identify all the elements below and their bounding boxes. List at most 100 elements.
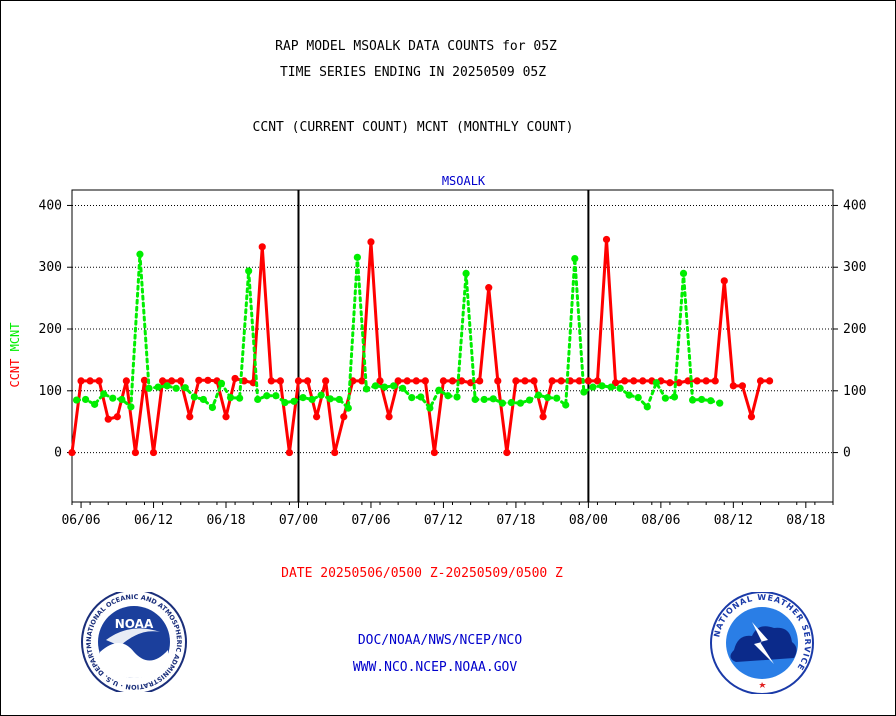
mcnt-point <box>335 395 343 404</box>
mcnt-point <box>417 393 425 401</box>
ccnt-point <box>104 415 112 423</box>
mcnt-point <box>199 395 207 404</box>
mcnt-point <box>245 267 253 275</box>
ccnt-point <box>494 377 502 385</box>
ccnt-point <box>249 379 257 387</box>
ccnt-point <box>521 377 529 385</box>
mcnt-point <box>344 404 352 412</box>
mcnt-point <box>290 397 298 405</box>
ccnt-point <box>68 448 76 457</box>
mcnt-point <box>534 391 543 399</box>
mcnt-point <box>525 396 534 404</box>
mcnt-point <box>190 393 198 401</box>
mcnt-point <box>607 383 615 391</box>
mcnt-point <box>371 382 380 390</box>
noaa-wordmark: NOAA <box>115 617 154 631</box>
mcnt-point <box>181 384 189 392</box>
ccnt-point <box>385 413 393 421</box>
x-tick-label: 08/00 <box>569 513 608 528</box>
mcnt-point <box>91 400 99 408</box>
ccnt-point <box>267 377 275 385</box>
ccnt-point <box>231 374 239 383</box>
ccnt-point <box>149 448 158 457</box>
mcnt-point <box>426 404 434 412</box>
ccnt-point <box>611 379 620 387</box>
mcnt-point <box>652 379 660 387</box>
mcnt-point <box>688 396 697 404</box>
mcnt-point <box>217 379 226 387</box>
title-line-1: RAP MODEL MSOALK DATA COUNTS for 05Z <box>275 39 557 54</box>
mcnt-point <box>444 392 452 400</box>
ccnt-point <box>158 377 167 385</box>
x-tick-label: 06/18 <box>206 513 245 528</box>
ccnt-point <box>720 277 728 285</box>
mcnt-point <box>707 397 715 405</box>
mcnt-point <box>118 395 126 404</box>
mcnt-point <box>634 393 642 402</box>
ccnt-point <box>584 377 592 385</box>
mcnt-point <box>489 395 497 403</box>
mcnt-point <box>571 254 579 263</box>
nws-logo: NATIONAL WEATHER SERVICE <box>710 592 814 694</box>
ccnt-point <box>131 448 140 457</box>
mcnt-point <box>362 385 371 393</box>
mcnt-point <box>462 269 470 278</box>
mcnt-point <box>598 382 606 390</box>
ccnt-point <box>439 377 448 385</box>
title-line-2: TIME SERIES ENDING IN 20250509 05Z <box>279 65 547 80</box>
y-tick-label-left: 200 <box>39 322 62 337</box>
mcnt-point <box>562 401 570 409</box>
ccnt-point <box>738 382 747 390</box>
y-tick-label-right: 200 <box>843 322 866 337</box>
ccnt-point <box>557 377 565 385</box>
mcnt-point <box>380 383 389 391</box>
ccnt-point <box>313 413 321 421</box>
ccnt-point <box>122 377 130 385</box>
mcnt-point <box>81 395 90 404</box>
mcnt-point <box>453 393 461 401</box>
x-tick-label: 07/12 <box>424 513 463 528</box>
mcnt-point <box>471 395 479 404</box>
x-tick-label: 08/12 <box>714 513 753 528</box>
mcnt-point <box>698 395 706 404</box>
mcnt-point <box>498 399 506 407</box>
noaa-logo: NATIONAL OCEANIC AND ATMOSPHERIC ADMINIS… <box>80 592 187 692</box>
ccnt-point <box>276 377 284 385</box>
mcnt-point <box>390 382 398 390</box>
ccnt-point <box>77 377 85 385</box>
ccnt-point <box>258 243 266 251</box>
mcnt-point <box>589 383 597 391</box>
y-tick-label-right: 300 <box>843 260 866 275</box>
ccnt-point <box>113 413 121 421</box>
ccnt-point <box>485 284 493 292</box>
mcnt-point <box>127 403 135 411</box>
ccnt-point <box>539 413 547 421</box>
mcnt-point <box>254 395 262 404</box>
ccnt-point <box>86 377 94 385</box>
ccnt-point <box>630 377 638 385</box>
ccnt-point <box>340 413 348 421</box>
mcnt-point <box>154 383 162 391</box>
plot-area <box>71 189 834 503</box>
ccnt-point <box>675 379 683 387</box>
x-tick-label: 06/12 <box>134 513 173 528</box>
ccnt-point <box>476 377 484 385</box>
y-axis-label: CCNT MCNT <box>8 322 22 387</box>
ccnt-point <box>548 377 556 385</box>
mcnt-point <box>100 390 108 398</box>
ccnt-point <box>621 377 629 385</box>
mcnt-point <box>625 391 633 399</box>
y-axis-label-ccnt: CCNT <box>8 351 22 387</box>
mcnt-point <box>679 269 688 278</box>
y-tick-label-left: 0 <box>54 446 62 461</box>
mcnt-point <box>480 395 488 404</box>
ccnt-point <box>421 377 429 385</box>
ccnt-point <box>666 379 674 387</box>
mcnt-point <box>226 393 235 402</box>
mcnt-point <box>507 398 515 407</box>
y-tick-label-left: 300 <box>39 260 62 275</box>
mcnt-point <box>544 393 552 402</box>
ccnt-point <box>639 377 647 385</box>
mcnt-point <box>308 395 316 404</box>
mcnt-point <box>616 384 624 392</box>
